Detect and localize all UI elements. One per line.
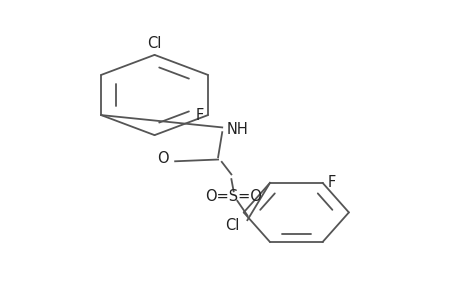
Text: F: F xyxy=(195,108,203,123)
Text: O: O xyxy=(157,151,168,166)
Text: O=S=O: O=S=O xyxy=(205,189,262,204)
Text: F: F xyxy=(326,175,335,190)
Text: NH: NH xyxy=(226,122,248,137)
Text: Cl: Cl xyxy=(147,36,162,51)
Text: Cl: Cl xyxy=(224,218,239,233)
